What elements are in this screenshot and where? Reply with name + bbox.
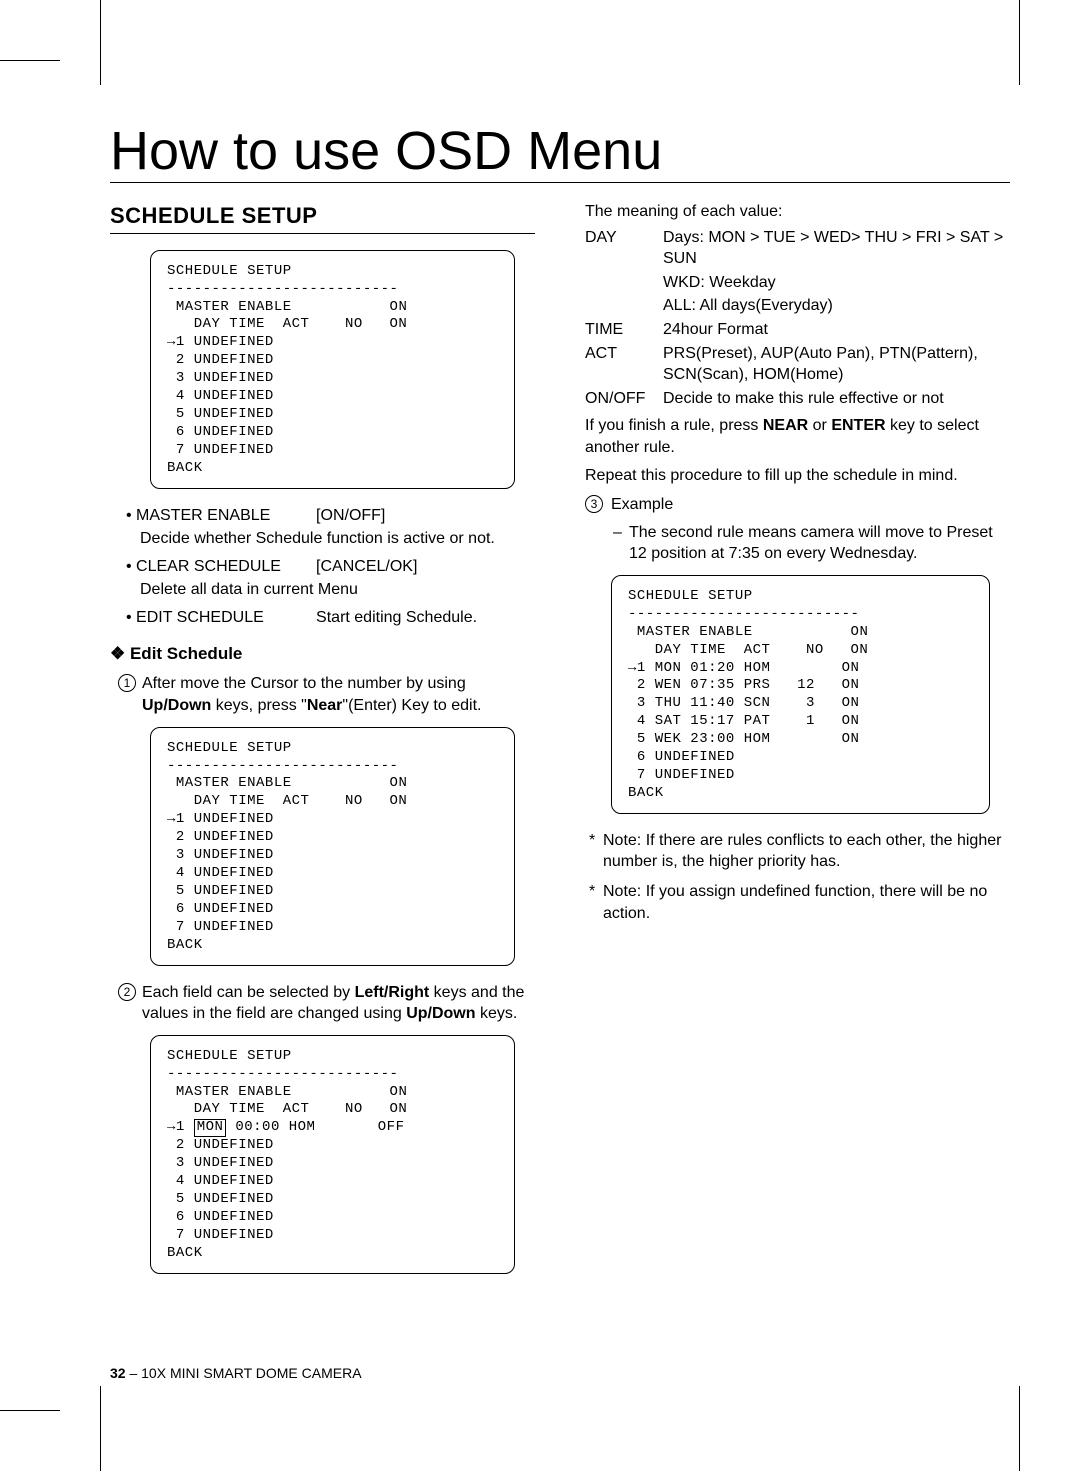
step-2: 2 Each field can be selected by Left/Rig… bbox=[142, 982, 535, 1025]
def-onoff: ON/OFFDecide to make this rule effective… bbox=[585, 388, 1010, 410]
steps-list-left-2: 2 Each field can be selected by Left/Rig… bbox=[142, 982, 535, 1025]
def-day: DAYDays: MON > TUE > WED> THU > FRI > SA… bbox=[585, 227, 1010, 270]
options-list: MASTER ENABLE[ON/OFF] Decide whether Sch… bbox=[126, 505, 535, 629]
def-all: ALL: All days(Everyday) bbox=[585, 295, 1010, 317]
steps-list-left: 1 After move the Cursor to the number by… bbox=[142, 673, 535, 716]
repeat-text: Repeat this procedure to fill up the sch… bbox=[585, 465, 1010, 487]
value-definitions: DAYDays: MON > TUE > WED> THU > FRI > SA… bbox=[585, 227, 1010, 410]
example-description: The second rule means camera will move t… bbox=[629, 522, 1010, 565]
option-master-enable: MASTER ENABLE[ON/OFF] Decide whether Sch… bbox=[126, 505, 535, 550]
right-column: The meaning of each value: DAYDays: MON … bbox=[585, 201, 1010, 1290]
osd-box-2: SCHEDULE SETUP -------------------------… bbox=[150, 727, 515, 966]
option-edit-schedule: EDIT SCHEDULEStart editing Schedule. bbox=[126, 607, 535, 629]
step-3-example: 3 Example The second rule means camera w… bbox=[611, 494, 1010, 565]
osd-box-3: SCHEDULE SETUP -------------------------… bbox=[150, 1035, 515, 1274]
page-footer: 32 – 10X MINI SMART DOME CAMERA bbox=[110, 1365, 362, 1381]
circled-3-icon: 3 bbox=[585, 495, 603, 513]
osd-box-1: SCHEDULE SETUP -------------------------… bbox=[150, 250, 515, 489]
meaning-intro: The meaning of each value: bbox=[585, 201, 1010, 223]
example-list: 3 Example The second rule means camera w… bbox=[611, 494, 1010, 565]
edit-schedule-heading: Edit Schedule bbox=[110, 643, 535, 666]
circled-1-icon: 1 bbox=[118, 674, 136, 692]
def-time: TIME24hour Format bbox=[585, 319, 1010, 341]
two-column-layout: SCHEDULE SETUP SCHEDULE SETUP ----------… bbox=[110, 201, 1010, 1290]
circled-2-icon: 2 bbox=[118, 983, 136, 1001]
step-1: 1 After move the Cursor to the number by… bbox=[142, 673, 535, 716]
option-clear-schedule: CLEAR SCHEDULE[CANCEL/OK] Delete all dat… bbox=[126, 556, 535, 601]
note-2: Note: If you assign undefined function, … bbox=[603, 881, 1010, 924]
note-1: Note: If there are rules conflicts to ea… bbox=[603, 830, 1010, 873]
osd-box-4: SCHEDULE SETUP -------------------------… bbox=[611, 575, 990, 814]
left-column: SCHEDULE SETUP SCHEDULE SETUP ----------… bbox=[110, 201, 535, 1290]
section-heading: SCHEDULE SETUP bbox=[110, 201, 535, 234]
def-act: ACTPRS(Preset), AUP(Auto Pan), PTN(Patte… bbox=[585, 343, 1010, 386]
finish-rule-text: If you finish a rule, press NEAR or ENTE… bbox=[585, 415, 1010, 458]
page: How to use OSD Menu SCHEDULE SETUP SCHED… bbox=[0, 0, 1080, 1471]
page-title: How to use OSD Menu bbox=[110, 120, 1010, 183]
def-wkd: WKD: Weekday bbox=[585, 272, 1010, 294]
